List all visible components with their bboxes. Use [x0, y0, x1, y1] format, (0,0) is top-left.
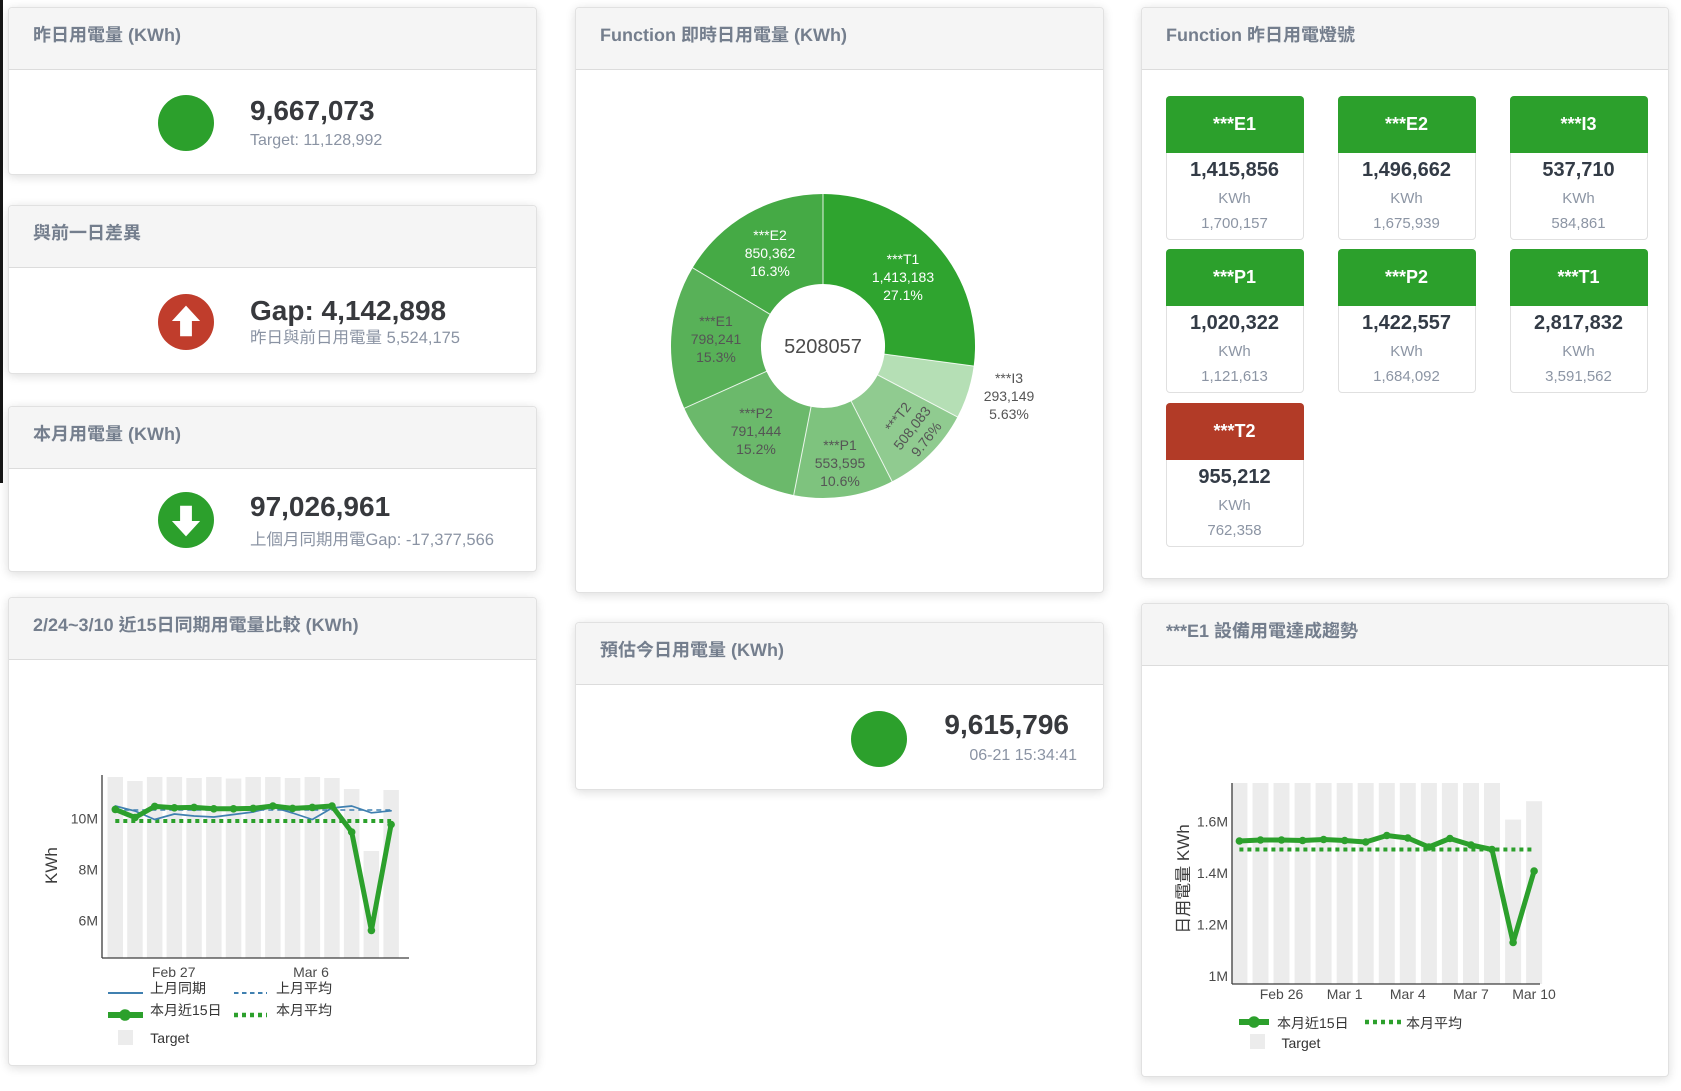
- svg-text:850,362: 850,362: [745, 245, 796, 261]
- svg-text:Mar 4: Mar 4: [1390, 986, 1426, 1002]
- svg-text:553,595: 553,595: [815, 455, 866, 471]
- svg-text:10M: 10M: [71, 811, 98, 827]
- svg-text:1.4M: 1.4M: [1197, 865, 1228, 881]
- svg-text:1.2M: 1.2M: [1197, 917, 1228, 933]
- svg-text:***P2: ***P2: [739, 405, 773, 421]
- svg-text:***P1: ***P1: [823, 437, 857, 453]
- svg-text:Feb 27: Feb 27: [152, 964, 196, 980]
- svg-text:8M: 8M: [79, 862, 98, 878]
- svg-text:6M: 6M: [79, 913, 98, 929]
- svg-text:16.3%: 16.3%: [750, 263, 790, 279]
- svg-text:5.63%: 5.63%: [989, 406, 1029, 422]
- svg-text:293,149: 293,149: [984, 388, 1035, 404]
- svg-text:***E2: ***E2: [753, 227, 787, 243]
- svg-text:KWh: KWh: [42, 848, 61, 885]
- svg-text:15.2%: 15.2%: [736, 441, 776, 457]
- svg-text:***T1: ***T1: [887, 251, 920, 267]
- svg-text:Mar 6: Mar 6: [293, 964, 329, 980]
- svg-text:Feb 26: Feb 26: [1260, 986, 1304, 1002]
- svg-text:1M: 1M: [1209, 968, 1228, 984]
- svg-text:Mar 1: Mar 1: [1327, 986, 1363, 1002]
- svg-text:Mar 10: Mar 10: [1512, 986, 1556, 1002]
- svg-text:1,413,183: 1,413,183: [872, 269, 934, 285]
- svg-text:***E1: ***E1: [699, 313, 733, 329]
- svg-text:1.6M: 1.6M: [1197, 814, 1228, 830]
- svg-text:791,444: 791,444: [731, 423, 782, 439]
- svg-text:5208057: 5208057: [784, 336, 862, 358]
- svg-text:Mar 7: Mar 7: [1453, 986, 1489, 1002]
- svg-text:***I3: ***I3: [995, 370, 1023, 386]
- svg-text:798,241: 798,241: [691, 331, 742, 347]
- svg-text:27.1%: 27.1%: [883, 287, 923, 303]
- svg-text:10.6%: 10.6%: [820, 473, 860, 489]
- svg-text:15.3%: 15.3%: [696, 349, 736, 365]
